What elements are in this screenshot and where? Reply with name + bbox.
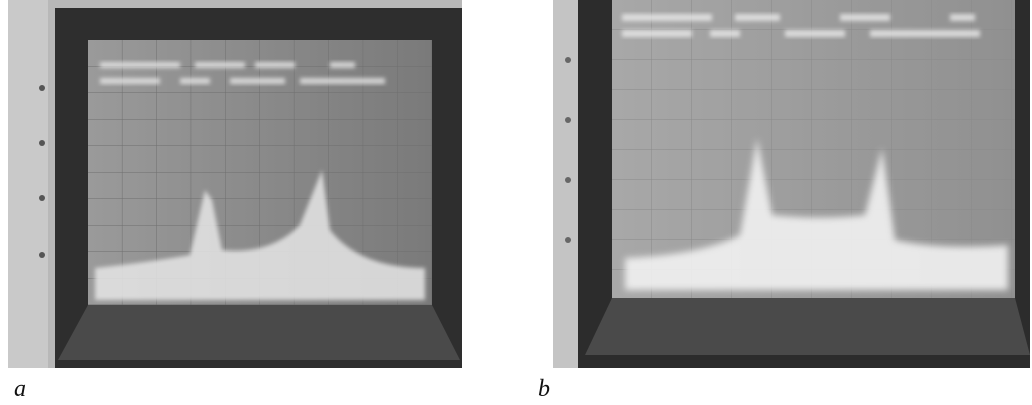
panel-label: a	[14, 376, 26, 402]
screen-text	[100, 62, 385, 84]
signal-trace	[95, 170, 425, 300]
knobs	[565, 57, 571, 243]
bezel-bottom	[58, 305, 460, 360]
screen-text	[622, 14, 980, 37]
panel-label: b	[538, 376, 550, 402]
photo-b	[553, 0, 1030, 368]
knobs	[39, 85, 45, 258]
side-panel	[8, 0, 48, 368]
signal-trace	[625, 138, 1008, 290]
photo-a	[8, 0, 462, 368]
bezel-bottom	[585, 298, 1030, 355]
